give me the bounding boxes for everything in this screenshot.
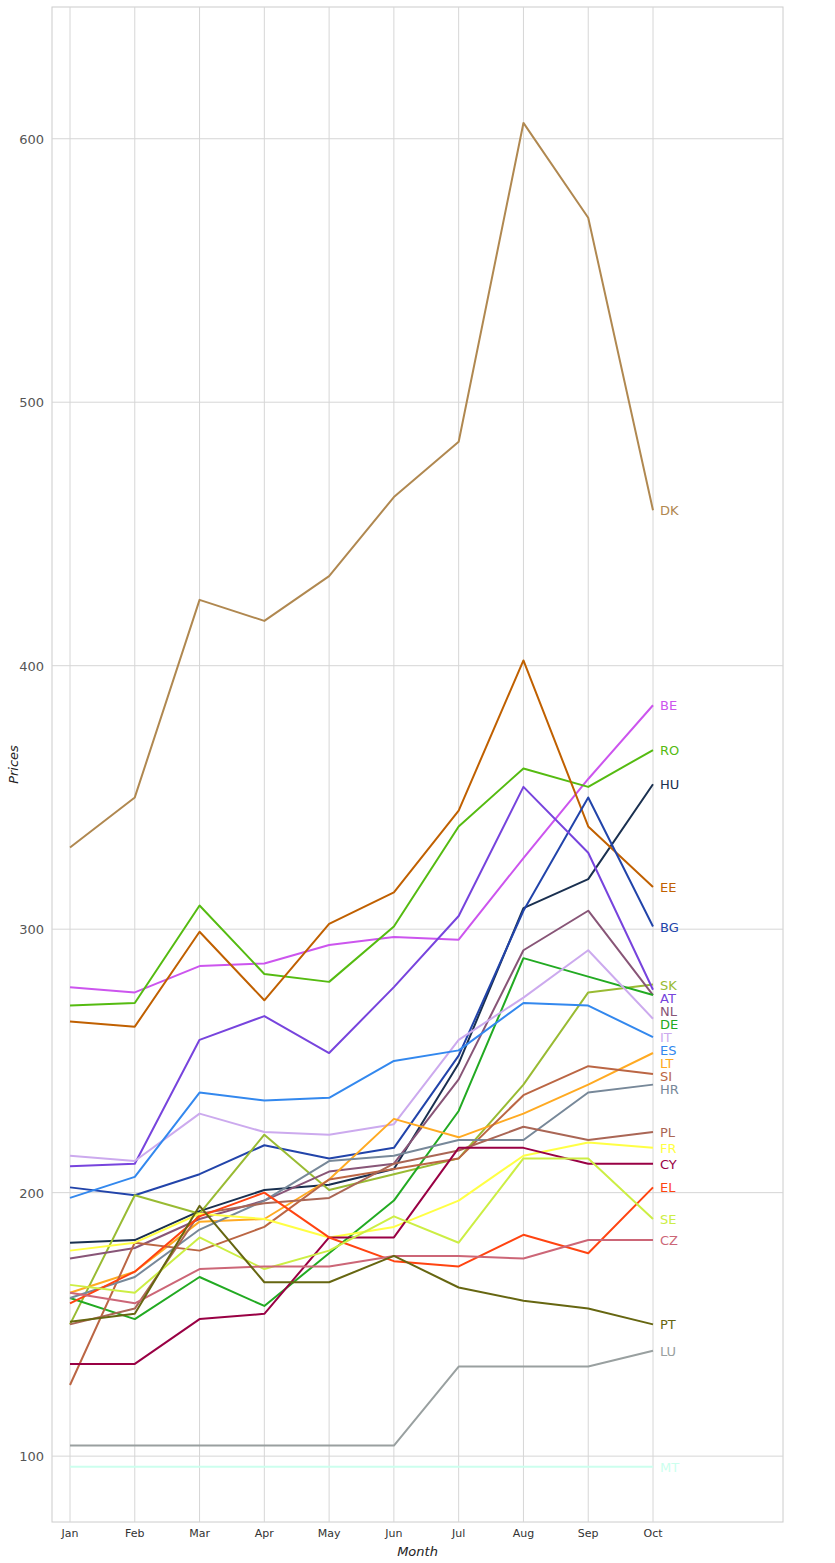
- y-tick-label: 200: [19, 1186, 44, 1201]
- x-tick-label: Mar: [189, 1527, 210, 1540]
- x-tick-label: Feb: [125, 1527, 144, 1540]
- y-axis-label: Prices: [6, 745, 21, 784]
- grid-line: [523, 7, 524, 1522]
- x-axis-label: Month: [397, 1544, 438, 1559]
- grid-line: [264, 7, 265, 1522]
- x-tick-label: Aug: [513, 1527, 534, 1540]
- grid-line: [653, 7, 654, 1522]
- series-line: [70, 705, 653, 992]
- series-line: [70, 911, 653, 1259]
- grid-line: [134, 7, 135, 1522]
- y-tick-label: 600: [19, 132, 44, 147]
- series-line: [70, 1003, 653, 1198]
- y-tick-label: 400: [19, 659, 44, 674]
- series-line: [70, 1240, 653, 1303]
- series-label: EE: [660, 880, 676, 895]
- x-tick-label: May: [318, 1527, 341, 1540]
- series-label: RO: [660, 743, 679, 758]
- series-label: FR: [660, 1141, 677, 1156]
- series-label: BE: [660, 698, 677, 713]
- grid-line: [52, 138, 783, 139]
- series-line: [70, 950, 653, 1161]
- x-tick-label: Apr: [255, 1527, 275, 1540]
- series-label: LU: [660, 1344, 676, 1359]
- grid-line: [393, 7, 394, 1522]
- grid-line: [588, 7, 589, 1522]
- series-label: HR: [660, 1082, 679, 1097]
- grid-line: [52, 1456, 783, 1457]
- series-line: [70, 1127, 653, 1325]
- grid-line: [199, 7, 200, 1522]
- series-label: PT: [660, 1317, 676, 1332]
- series-label: CY: [660, 1157, 677, 1172]
- series-line: [70, 985, 653, 1325]
- series-line: [70, 1206, 653, 1325]
- plot-frame: [52, 7, 783, 1522]
- series-label: BG: [660, 920, 679, 935]
- series-label: DK: [660, 503, 679, 518]
- series-label: PL: [660, 1125, 676, 1140]
- series-label: CZ: [660, 1233, 678, 1248]
- grid-line: [458, 7, 459, 1522]
- grid-line: [52, 665, 783, 666]
- chart: 100 200 300 400 500 600 Jan Feb Mar Apr May Jun Jul A…: [0, 0, 835, 1563]
- x-tick-label: Jul: [451, 1527, 465, 1540]
- x-tick-label: Jun: [384, 1527, 402, 1540]
- series-label: EL: [660, 1180, 676, 1195]
- x-tick-label: Oct: [643, 1527, 663, 1540]
- series-label: MT: [660, 1460, 679, 1475]
- y-tick-label: 300: [19, 922, 44, 937]
- series-label: HU: [660, 777, 679, 792]
- series-label: SE: [660, 1212, 676, 1227]
- series-line: [70, 1187, 653, 1303]
- series-line: [70, 660, 653, 1026]
- grid-line: [329, 7, 330, 1522]
- series-line: [70, 958, 653, 1319]
- series-line: [70, 1351, 653, 1446]
- grid: [52, 7, 783, 1522]
- series-line: [70, 1053, 653, 1293]
- series-line: [70, 1085, 653, 1298]
- y-tick-label: 500: [19, 395, 44, 410]
- x-tick-label: Jan: [61, 1527, 79, 1540]
- x-tick-label: Sep: [578, 1527, 599, 1540]
- series-line: [70, 1466, 653, 1468]
- grid-line: [52, 402, 783, 403]
- y-tick-label: 100: [19, 1449, 44, 1464]
- grid-line: [70, 7, 71, 1522]
- series-line: [70, 1148, 653, 1364]
- series-line: [70, 1066, 653, 1385]
- series-line: [70, 123, 653, 848]
- series-line: [70, 1158, 653, 1292]
- lines: [70, 123, 653, 1467]
